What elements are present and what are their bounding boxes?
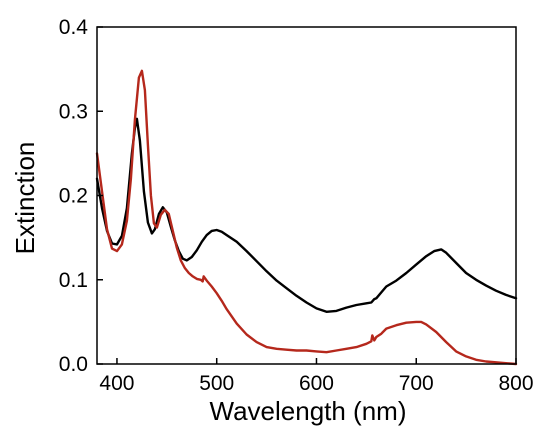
x-tick-label: 600 — [299, 372, 334, 395]
x-tick-label: 800 — [498, 372, 533, 395]
series-line-2 — [95, 69, 518, 366]
y-tick-label: 0.3 — [59, 100, 88, 123]
series-line-1 — [95, 117, 518, 313]
axes-layer: 400 500 600 700 800 0.0 0.1 0.2 0.3 0.4 — [59, 16, 534, 395]
y-tick-label: 0.0 — [59, 353, 88, 376]
y-axis-label: Extinction — [10, 142, 40, 255]
y-tick-label: 0.2 — [59, 185, 88, 208]
y-tick-label: 0.1 — [59, 269, 88, 292]
series-layer — [95, 69, 518, 366]
x-tick-label: 700 — [399, 372, 434, 395]
x-tick-label: 400 — [99, 372, 134, 395]
y-tick-label: 0.4 — [59, 16, 89, 39]
x-tick-label: 500 — [199, 372, 234, 395]
plot-frame — [96, 26, 517, 365]
x-axis-label: Wavelength (nm) — [210, 396, 407, 426]
